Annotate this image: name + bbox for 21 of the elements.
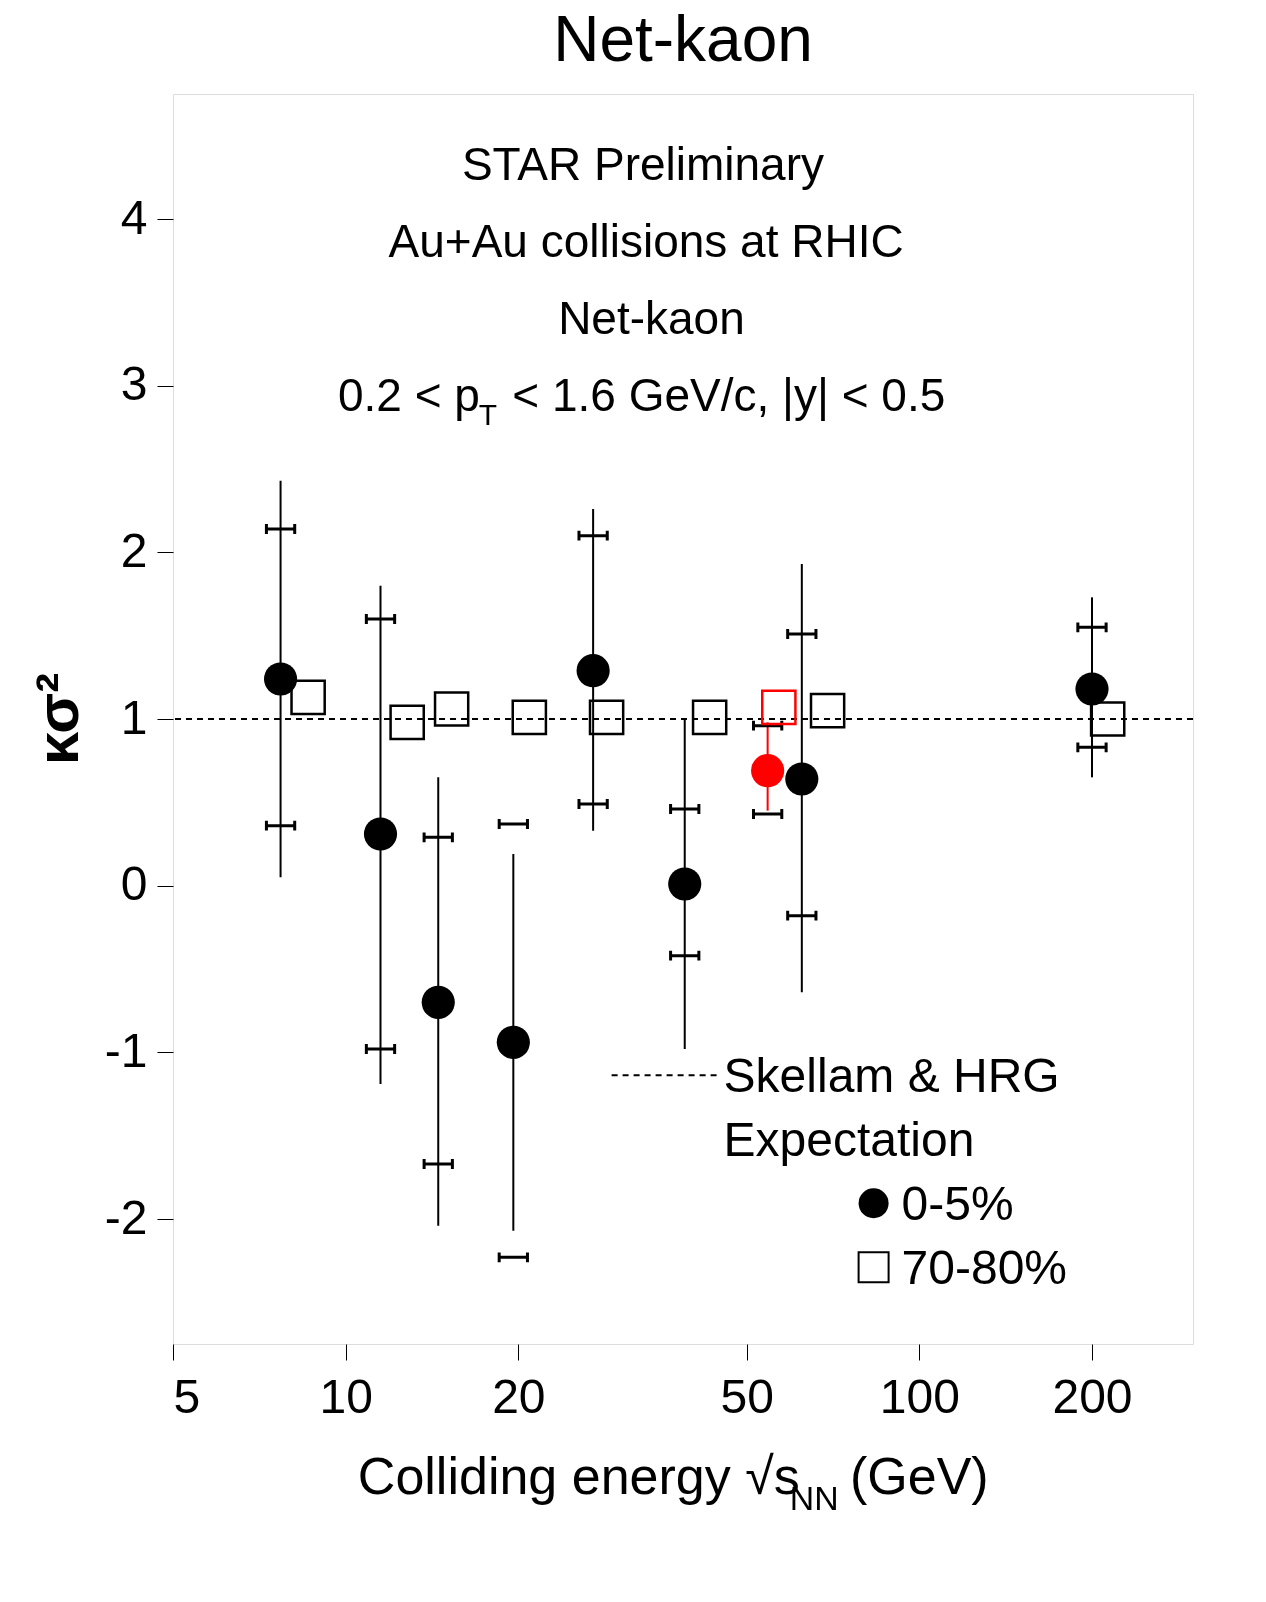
y-axis-title: κσ²	[24, 672, 91, 766]
annotation: STAR Preliminary	[461, 138, 825, 190]
y-tick-label: 4	[120, 190, 148, 244]
legend-label: Skellam & HRG Expectation	[723, 1049, 1060, 1167]
x-tick-label: 10	[319, 1369, 373, 1423]
y-tick-label: 2	[120, 523, 148, 577]
legend-label: 0-5%	[901, 1177, 1014, 1231]
chart-title: Net-kaon	[553, 3, 813, 75]
y-tick-label: -2	[104, 1190, 148, 1244]
y-tick-label: 1	[120, 690, 148, 744]
annotation: Net-kaon	[558, 292, 745, 344]
x-tick-label: 20	[492, 1369, 546, 1423]
legend-label: 70-80%	[901, 1241, 1068, 1295]
y-tick-label: -1	[104, 1023, 148, 1077]
y-tick-label: 3	[120, 357, 148, 411]
x-tick-label: 50	[720, 1369, 774, 1423]
annotation: Au+Au collisions at RHIC	[388, 215, 904, 267]
y-tick-label: 0	[120, 857, 148, 911]
x-tick-label: 200	[1052, 1369, 1133, 1423]
x-tick-label: 100	[879, 1369, 960, 1423]
x-tick-label: 5	[173, 1369, 201, 1423]
